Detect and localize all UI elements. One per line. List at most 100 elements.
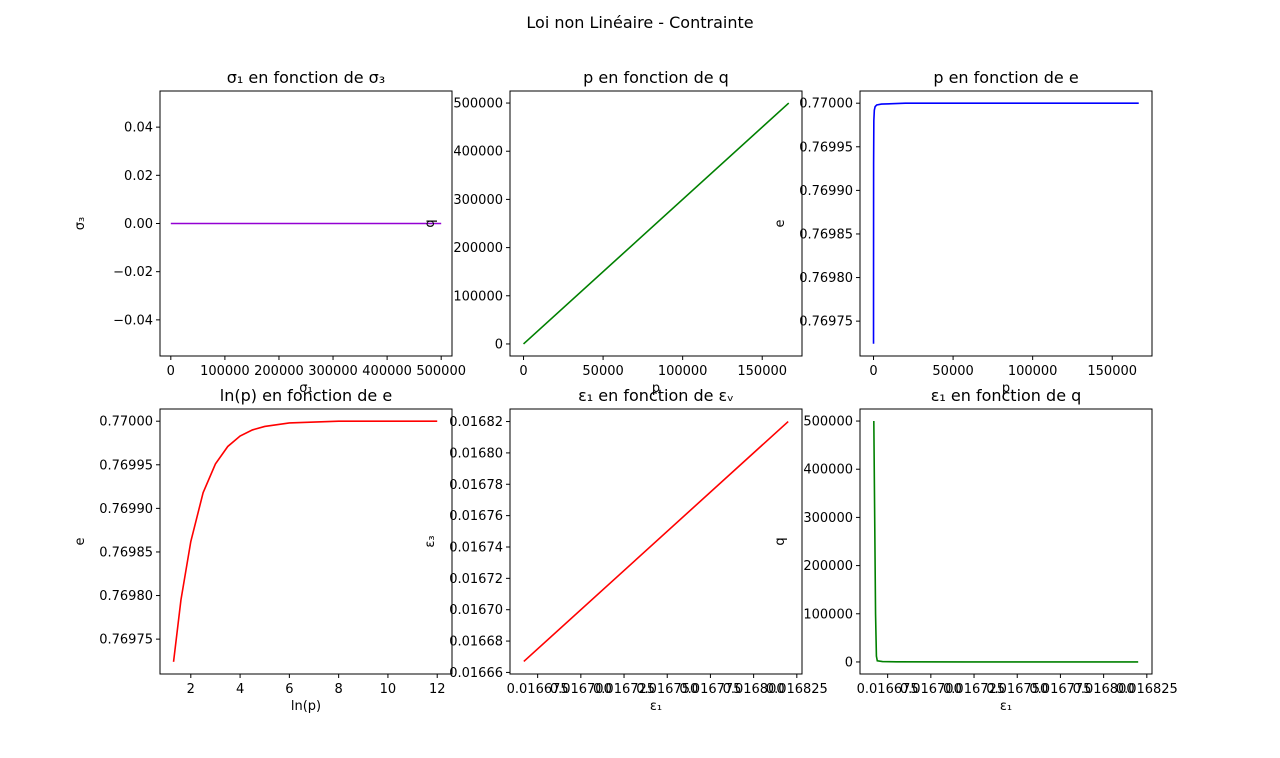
y-tick-label: 0.01666 <box>449 666 503 681</box>
y-tick-label: 0 <box>495 337 503 352</box>
subplot-title: ε₁ en fonction de q <box>931 386 1082 405</box>
y-tick-label: 0.76985 <box>99 545 153 560</box>
y-tick-label: 0 <box>845 655 853 670</box>
y-tick-label: 0.02 <box>124 169 153 184</box>
axes-frame <box>509 90 803 357</box>
x-tick-label: 10 <box>380 682 397 697</box>
x-tick-label: 0.016725 <box>943 682 1005 697</box>
x-axis-label: ε₁ <box>1000 699 1012 714</box>
series-line-1 <box>872 102 1139 344</box>
y-tick-label: 200000 <box>453 241 503 256</box>
series-line-1 <box>523 420 789 663</box>
x-tick-label: 150000 <box>737 364 787 379</box>
subplot-4: 2 4 6 8 10 12 0.76975 0.76980 0.76985 0.76990 0.76… <box>73 386 453 714</box>
y-tick-label: −0.02 <box>113 265 153 280</box>
y-tick-label: 0.01674 <box>449 540 503 555</box>
x-tick-label: 0.016725 <box>593 682 655 697</box>
subplot-title: ε₁ en fonction de εᵥ <box>578 386 734 405</box>
x-axis-label: p <box>1002 381 1010 396</box>
y-tick-label: 0.01676 <box>449 509 503 524</box>
y-tick-label: 300000 <box>453 193 503 208</box>
axes-frame <box>859 408 1153 675</box>
y-tick-label: −0.04 <box>113 313 153 328</box>
subplot-title: p en fonction de q <box>583 68 729 87</box>
x-tick-label: 4 <box>236 682 244 697</box>
subplot-1: 0 100000 200000 300000 400000 500000 −0.04 −0.0… <box>73 68 466 396</box>
x-tick-label: 0.016700 <box>900 682 962 697</box>
x-tick-label: 150000 <box>1087 364 1137 379</box>
y-tick-label: 0.04 <box>124 121 153 136</box>
subplots-grid: 0 100000 200000 300000 400000 500000−0.04−0.0… <box>73 68 1178 714</box>
x-tick-label: 6 <box>285 682 293 697</box>
y-tick-label: 0.00 <box>124 217 153 232</box>
y-tick-label: 0.76995 <box>99 458 153 473</box>
axes-frame <box>509 408 803 675</box>
x-tick-label: 0 <box>869 364 877 379</box>
y-tick-label: 0.01682 <box>449 415 503 430</box>
y-tick-label: 100000 <box>453 289 503 304</box>
subplot-2: 0 50000 100000 150000 0 100000 200000 300000 400… <box>423 68 803 396</box>
x-tick-label: 0.016675 <box>507 682 569 697</box>
y-tick-label: 0.01670 <box>449 603 503 618</box>
x-tick-label: 0 <box>167 364 175 379</box>
x-tick-label: 0.016825 <box>766 682 828 697</box>
x-tick-label: 0.016675 <box>857 682 919 697</box>
subplot-5: 0.0166750.0167000.0167250.0167500.016775… <box>423 386 828 714</box>
y-axis-label: σ₃ <box>73 217 88 230</box>
axes-frame <box>159 408 453 675</box>
x-axis-label: ln(p) <box>291 699 321 714</box>
series-line-1 <box>873 421 1139 663</box>
y-tick-label: 400000 <box>803 463 853 478</box>
y-tick-label: 0.76985 <box>799 227 853 242</box>
axes-frame <box>859 90 1153 357</box>
x-tick-label: 0.016750 <box>636 682 698 697</box>
x-tick-label: 12 <box>429 682 446 697</box>
x-tick-label: 0.016775 <box>1029 682 1091 697</box>
y-tick-label: 0.76990 <box>799 184 853 199</box>
series-line-1 <box>522 102 790 345</box>
y-axis-label: ε₃ <box>423 535 438 547</box>
x-tick-label: 0.016750 <box>986 682 1048 697</box>
subplot-title: σ₁ en fonction de σ₃ <box>227 68 385 87</box>
y-tick-label: 400000 <box>453 145 503 160</box>
y-tick-label: 0.01678 <box>449 478 503 493</box>
x-tick-label: 8 <box>335 682 343 697</box>
y-tick-label: 0.76980 <box>99 589 153 604</box>
y-axis-label: q <box>423 219 438 227</box>
subplot-title: p en fonction de e <box>933 68 1078 87</box>
x-axis-label: ε₁ <box>650 699 662 714</box>
x-tick-label: 100000 <box>1008 364 1058 379</box>
x-tick-label: 300000 <box>308 364 358 379</box>
y-axis-label: e <box>73 538 88 546</box>
y-tick-label: 0.01680 <box>449 446 503 461</box>
subplot-6: 0.0166750.0167000.0167250.0167500.016775… <box>773 386 1178 714</box>
y-tick-label: 0.77000 <box>99 415 153 430</box>
x-tick-label: 0.016825 <box>1116 682 1178 697</box>
y-tick-label: 0.76975 <box>799 315 853 330</box>
y-tick-label: 300000 <box>803 511 853 526</box>
y-tick-label: 0.01672 <box>449 572 503 587</box>
figure-title: Loi non Linéaire - Contrainte <box>526 13 753 32</box>
x-tick-label: 0.016800 <box>723 682 785 697</box>
x-tick-label: 50000 <box>932 364 973 379</box>
x-axis-label: σ₁ <box>299 381 312 396</box>
y-tick-label: 0.76990 <box>99 502 153 517</box>
y-tick-label: 0.76980 <box>799 271 853 286</box>
x-tick-label: 50000 <box>582 364 623 379</box>
x-tick-label: 100000 <box>200 364 250 379</box>
y-tick-label: 0.76995 <box>799 140 853 155</box>
subplot-3: 0 50000 100000 150000 0.76975 0.76980 0.76985 0… <box>773 68 1153 396</box>
y-tick-label: 0.76975 <box>99 633 153 648</box>
y-tick-label: 500000 <box>803 415 853 430</box>
y-tick-label: 500000 <box>453 97 503 112</box>
y-axis-label: e <box>773 220 788 228</box>
y-tick-label: 100000 <box>803 607 853 622</box>
x-axis-label: p <box>652 381 660 396</box>
x-tick-label: 200000 <box>254 364 304 379</box>
x-tick-label: 0 <box>519 364 527 379</box>
x-tick-label: 0.016700 <box>550 682 612 697</box>
y-tick-label: 200000 <box>803 559 853 574</box>
y-tick-label: 0.01668 <box>449 635 503 650</box>
x-tick-label: 0.016775 <box>679 682 741 697</box>
